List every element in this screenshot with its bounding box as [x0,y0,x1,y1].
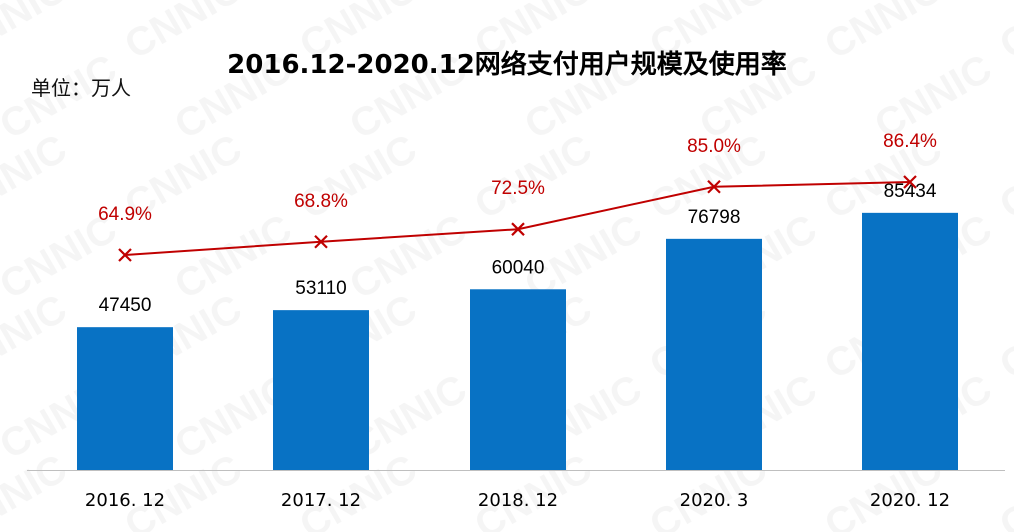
watermark: CNNIC [643,0,775,68]
watermark: CNNIC [293,126,425,227]
watermark: CNNIC [993,446,1014,532]
x-tick-label: 2020. 3 [680,490,749,511]
bar-value-label: 85434 [884,181,937,202]
bar [666,238,762,470]
watermark: CNNIC [993,286,1014,387]
chart-title: 2016.12-2020.12网络支付用户规模及使用率 [227,50,787,80]
bar [470,289,566,470]
unit-label: 单位：万人 [31,76,131,100]
rate-value-label: 68.8% [294,191,348,212]
x-tick-label: 2018. 12 [478,490,558,511]
bar-value-label: 60040 [492,257,545,278]
bar-value-label: 47450 [99,295,152,316]
bar [273,310,369,470]
rate-marker [707,179,721,194]
watermark: CNNIC [168,46,300,147]
watermark: CNNIC [993,0,1014,68]
rate-marker [511,222,525,236]
watermark: CNNIC [118,0,250,68]
x-tick-label: 2017. 12 [281,490,361,511]
watermark: CNNIC [468,0,600,68]
watermark: CNNIC [818,0,950,68]
x-tick-label: 2016. 12 [85,490,165,511]
bar [77,327,173,470]
watermark: CNNIC [468,126,600,227]
watermark: CNNIC [518,46,650,147]
watermark: CNNIC [693,46,825,147]
watermark: CNNIC [343,46,475,147]
watermark: CNNIC [0,46,124,147]
watermark: CNNIC [168,206,300,307]
rate-value-label: 86.4% [883,131,937,152]
rate-marker [118,248,132,262]
rate-marker [314,234,328,249]
bar [862,212,958,470]
watermark: CNNIC [343,206,475,307]
watermark: CNNIC [993,126,1014,227]
watermark: CNNIC [0,0,74,68]
x-tick-label: 2020. 12 [870,490,950,511]
watermark: CNNIC [293,0,425,68]
bar-value-label: 76798 [688,207,741,228]
bar-value-label: 53110 [295,278,346,299]
rate-marker [903,175,917,189]
rate-value-label: 72.5% [491,178,545,199]
rate-value-label: 85.0% [687,136,741,157]
rate-value-label: 64.9% [98,204,152,225]
